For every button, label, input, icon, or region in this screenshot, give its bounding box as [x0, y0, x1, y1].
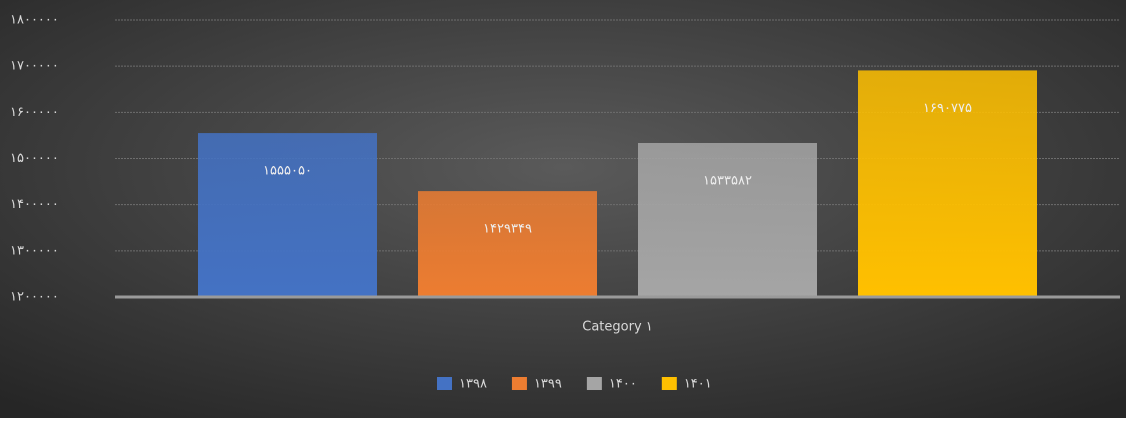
x-tick-label: Category ۱ [582, 320, 653, 335]
y-tick-label: ۱۲۰۰۰۰۰ [10, 290, 59, 305]
data-label: ۱۶۹۰۷۷۵ [923, 101, 972, 116]
legend-label: ۱۳۹۸ [459, 377, 487, 392]
data-label: ۱۵۳۳۵۸۲ [703, 173, 752, 188]
legend-swatch [661, 377, 677, 390]
legend-swatch [586, 377, 602, 390]
data-label: ۱۴۲۹۳۴۹ [483, 222, 532, 237]
y-tick-label: ۱۳۰۰۰۰۰ [10, 243, 59, 258]
legend-swatch [437, 377, 452, 390]
legend-label: ۱۳۹۹ [534, 377, 562, 392]
legend-label: ۱۴۰۱ [684, 377, 712, 392]
legend-swatch [511, 377, 527, 390]
bar [638, 142, 817, 297]
y-tick-label: ۱۶۰۰۰۰۰ [10, 105, 59, 120]
y-tick-label: ۱۷۰۰۰۰۰ [10, 59, 59, 74]
legend-label: ۱۴۰۰ [609, 377, 637, 392]
bar [858, 70, 1037, 298]
y-tick-label: ۱۴۰۰۰۰۰ [10, 197, 59, 212]
y-tick-label: ۱۸۰۰۰۰۰ [10, 13, 59, 28]
y-tick-label: ۱۵۰۰۰۰۰ [10, 151, 59, 166]
bar [198, 133, 377, 297]
bar [418, 191, 597, 297]
data-label: ۱۵۵۵۰۵۰ [263, 164, 312, 179]
